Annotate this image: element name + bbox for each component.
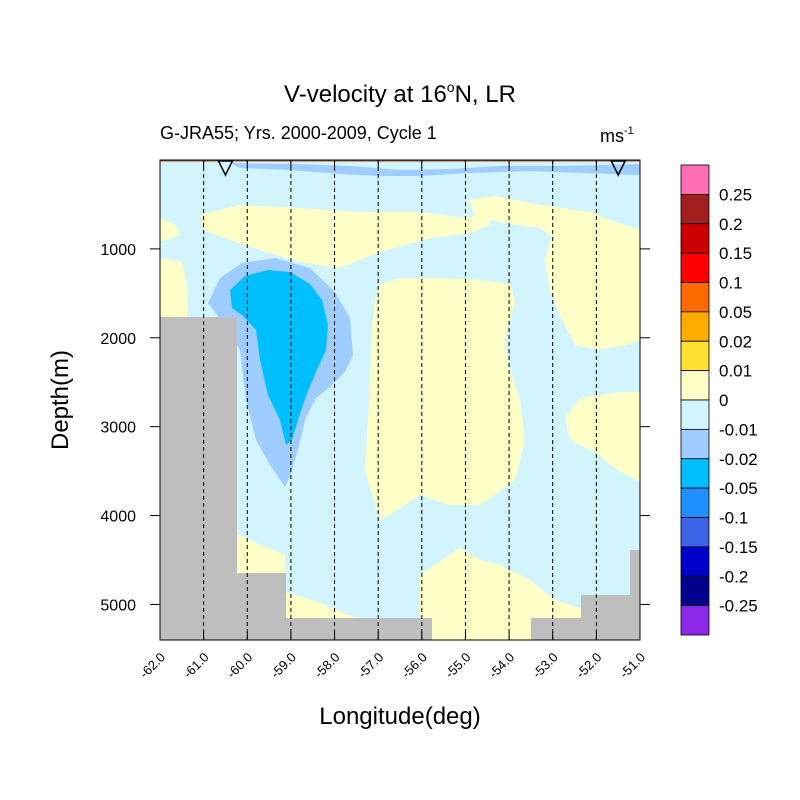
colorbar-label: -0.2: [719, 567, 748, 586]
x-tick-label: -55.0: [442, 650, 474, 682]
station-marker-icon: [609, 160, 627, 177]
colorbar-label: 0: [719, 391, 728, 410]
colorbar-label: -0.01: [719, 420, 758, 439]
plot-area: [160, 160, 640, 640]
x-tick-label: -58.0: [311, 650, 343, 682]
x-tick-label: -61.0: [180, 650, 212, 682]
colorbar-swatch: [680, 252, 710, 283]
positive-region-upper-west: [200, 205, 490, 268]
x-tick-label: -52.0: [573, 650, 605, 682]
colorbar-swatch: [680, 546, 710, 577]
y-tick-label: 4000: [100, 509, 136, 526]
colorbar-swatch: [680, 282, 710, 313]
colorbar-label: -0.15: [719, 538, 758, 557]
station-marker-icon: [217, 160, 234, 177]
colorbar-label: -0.25: [719, 597, 758, 616]
colorbar-swatch: [680, 458, 710, 489]
x-tick-label: -51.0: [617, 650, 649, 682]
colorbar-swatch: [680, 193, 710, 225]
colorbar-label: 0.2: [719, 215, 743, 234]
colorbar: 0.25 0.2 0.15 0.1 0.05 0.02 0.01 0 -0.01 -0.02 -0.…: [680, 164, 758, 636]
bathymetry-block: [531, 618, 581, 640]
bathymetry-block: [160, 317, 237, 640]
positive-region-deep-west: [285, 592, 360, 618]
colorbar-label: -0.02: [719, 450, 758, 469]
longitude-gridlines: [203, 160, 597, 640]
chart-subtitle: G-JRA55; Yrs. 2000-2009, Cycle 1: [160, 123, 437, 143]
colorbar-swatch: [680, 517, 710, 548]
colorbar-label: -0.1: [719, 509, 748, 528]
colorbar-swatch: [680, 428, 710, 460]
colorbar-swatch: [680, 575, 710, 607]
colorbar-swatch: [680, 223, 710, 254]
bathymetry-block: [630, 550, 640, 640]
colorbar-swatch: [680, 399, 710, 430]
colorbar-label: -0.05: [719, 479, 758, 498]
colorbar-swatch: [680, 605, 710, 636]
x-tick-label: -54.0: [486, 650, 518, 682]
y-tick-label: 1000: [100, 242, 136, 259]
colorbar-label: 0.1: [719, 274, 743, 293]
x-tick-label: -57.0: [355, 650, 387, 682]
plot-frame: [159, 159, 641, 641]
colorbar-label: 0.15: [719, 244, 752, 263]
positive-region-west-edge: [160, 258, 188, 318]
x-tick-label: -53.0: [529, 650, 561, 682]
chart-title: V-velocity at 16oN, LR: [284, 79, 516, 108]
x-tick-label: -59.0: [267, 650, 299, 682]
station-markers: [217, 160, 627, 177]
units-label: ms-1: [600, 125, 634, 146]
bathymetry-block: [286, 618, 432, 640]
colorbar-swatch: [680, 311, 710, 342]
colorbar-swatch: [680, 164, 710, 195]
colorbar-label: 0.25: [719, 185, 752, 204]
positive-region-east: [470, 196, 640, 350]
y-tick-label: 5000: [100, 597, 136, 614]
positive-region-east-lower: [565, 392, 640, 482]
positive-region-nw-corner: [160, 218, 180, 242]
positive-region-central: [365, 278, 525, 520]
x-tick-label: -60.0: [224, 650, 256, 682]
bathymetry-block: [237, 573, 286, 640]
surface-negative-strip: [230, 163, 640, 176]
colorbar-swatch: [680, 370, 710, 401]
x-tick-label: -56.0: [398, 650, 430, 682]
negative-region-strong-core: [230, 270, 328, 445]
y-tick-label: 2000: [100, 331, 136, 348]
y-axis: 1000 2000 3000 4000 5000: [100, 242, 650, 614]
x-axis-label: Longitude(deg): [319, 703, 480, 730]
y-tick-label: 3000: [100, 420, 136, 437]
colorbar-swatch: [680, 487, 710, 518]
colorbar-label: 0.01: [719, 362, 752, 381]
colorbar-label: 0.05: [719, 303, 752, 322]
x-tick-label: -62.0: [137, 650, 169, 682]
colorbar-label: 0.02: [719, 332, 752, 351]
colorbar-swatch: [680, 340, 710, 372]
bathymetry-block: [581, 595, 630, 640]
y-axis-label: Depth(m): [47, 350, 74, 450]
